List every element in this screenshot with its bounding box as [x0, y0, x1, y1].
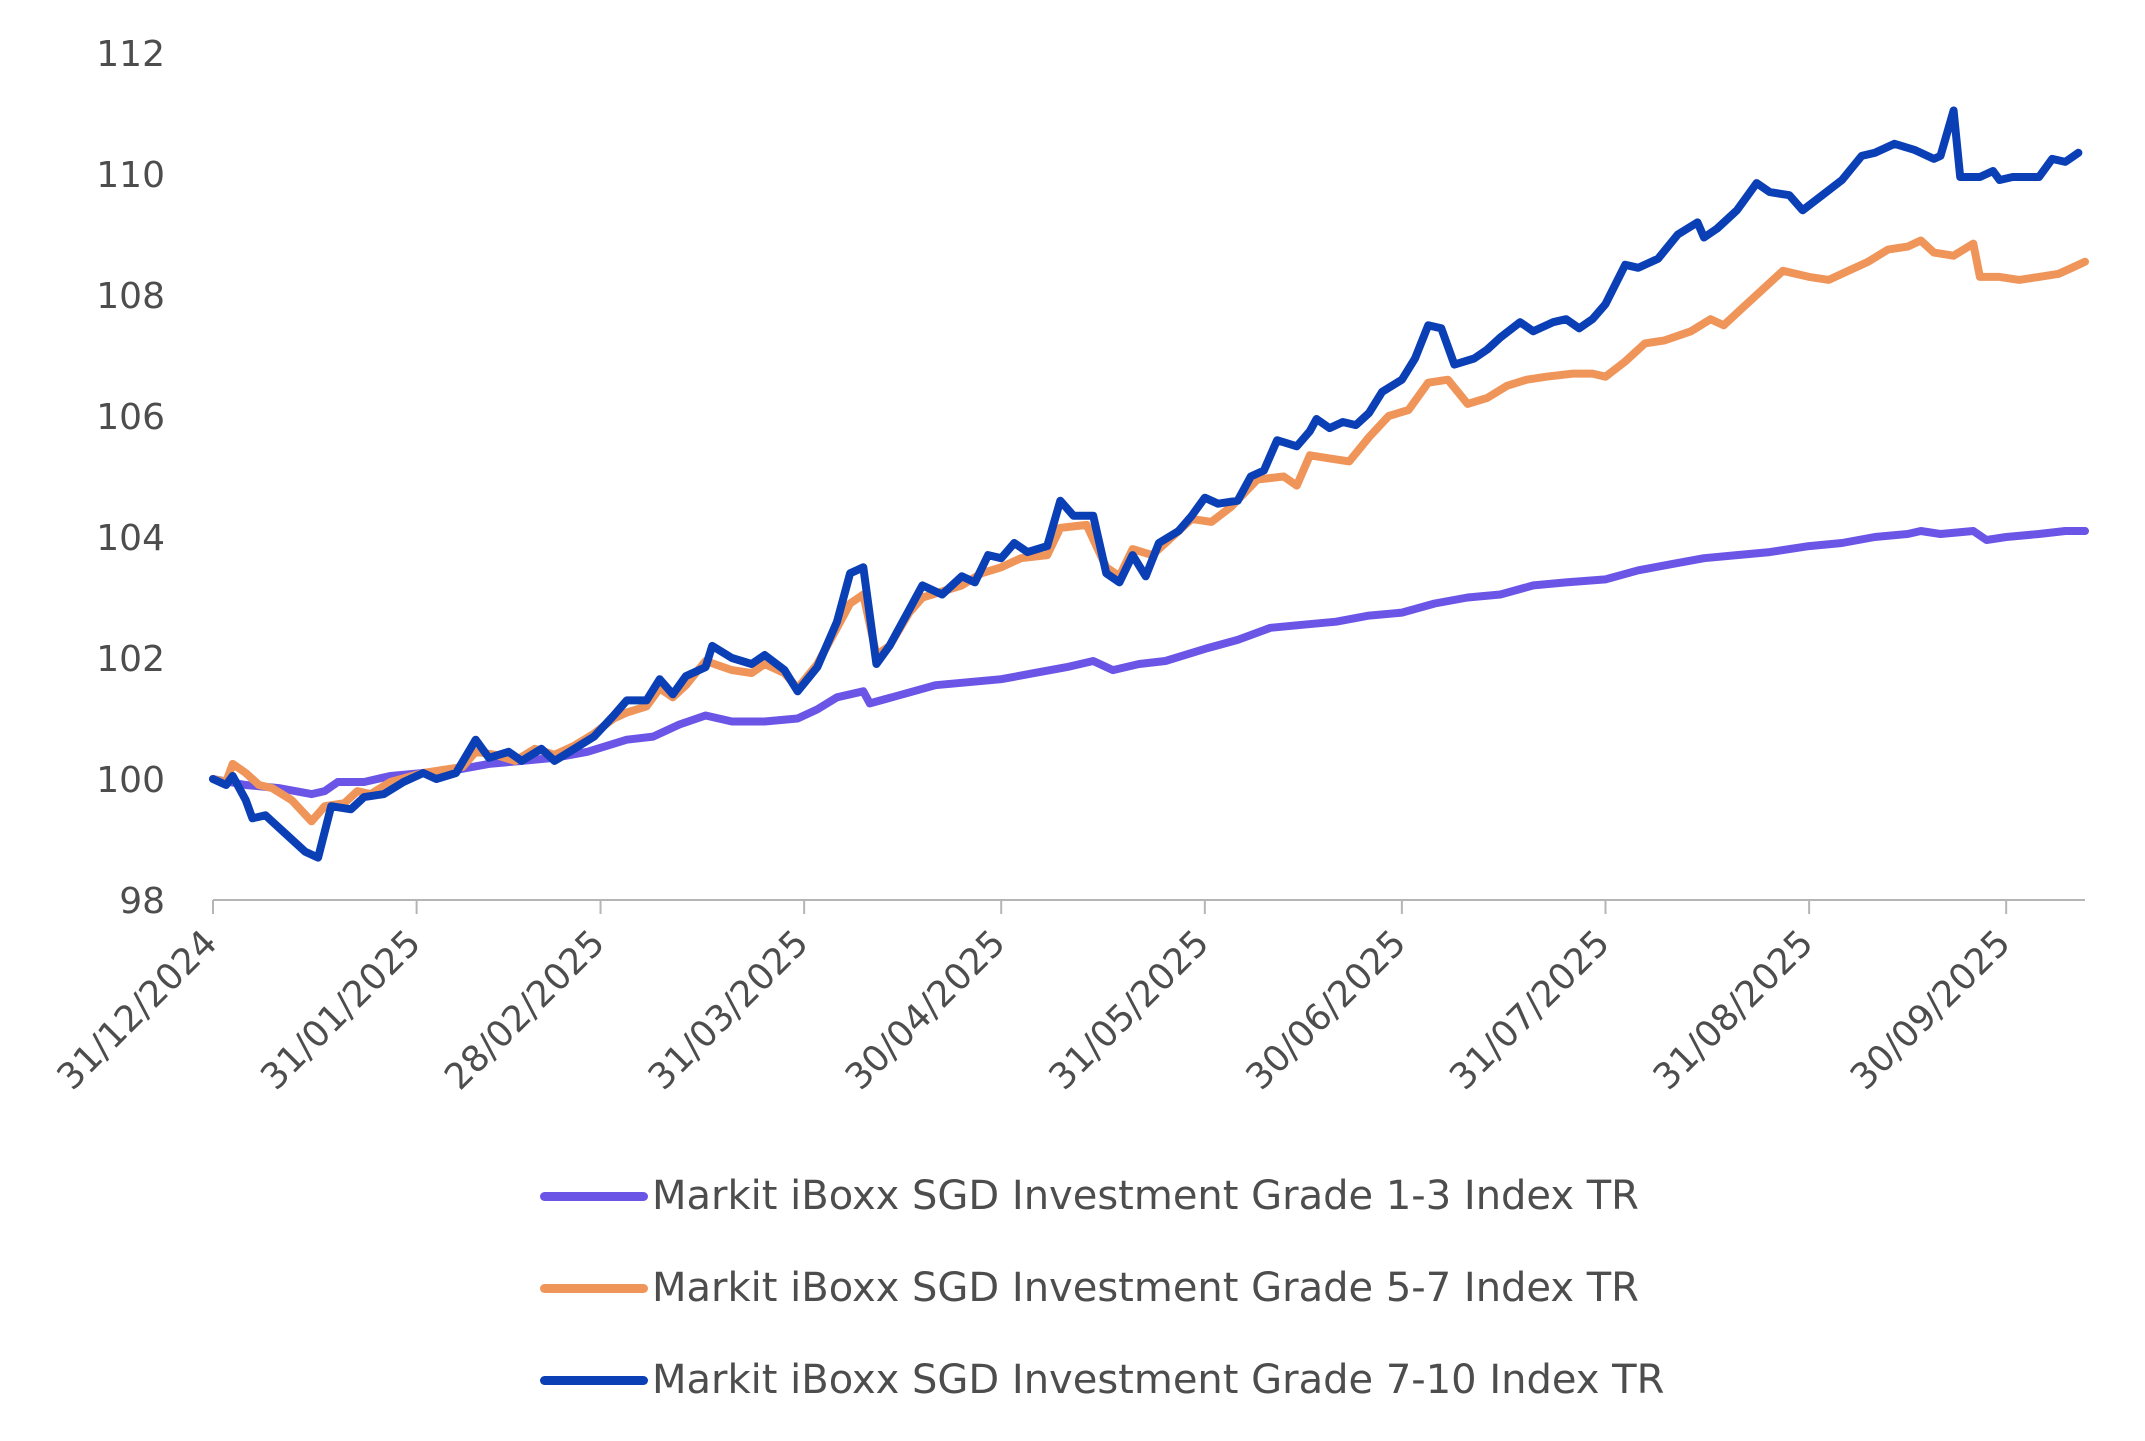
legend-label: Markit iBoxx SGD Investment Grade 7-10 I… — [652, 1357, 1665, 1403]
x-tick-label: 30/06/2025 — [1239, 922, 1415, 1098]
y-tick-label: 110 — [96, 155, 165, 196]
y-tick-label: 100 — [96, 760, 165, 801]
x-tick-label: 28/02/2025 — [437, 922, 613, 1098]
legend-label: Markit iBoxx SGD Investment Grade 1-3 In… — [652, 1173, 1639, 1219]
x-tick-label: 31/01/2025 — [253, 922, 429, 1098]
x-tick-label: 30/09/2025 — [1843, 922, 2019, 1098]
y-tick-label: 106 — [96, 397, 165, 438]
series-line-3 — [209, 106, 2083, 862]
legend-swatch — [540, 1375, 648, 1385]
legend-swatch — [540, 1283, 648, 1293]
x-tick-label: 31/07/2025 — [1442, 922, 1618, 1098]
y-tick-label: 98 — [119, 881, 165, 922]
series-line-2 — [209, 236, 2089, 826]
legend-item: Markit iBoxx SGD Investment Grade 7-10 I… — [540, 1334, 1664, 1426]
legend: Markit iBoxx SGD Investment Grade 1-3 In… — [540, 1150, 1664, 1426]
x-axis: 31/12/2024 31/01/2025 28/02/2025 31/03/2025… — [50, 899, 2085, 1098]
y-tick-label: 102 — [96, 639, 165, 680]
x-tick-label: 30/04/2025 — [838, 922, 1014, 1098]
x-tick-label: 31/12/2024 — [50, 922, 226, 1098]
legend-item: Markit iBoxx SGD Investment Grade 5-7 In… — [540, 1242, 1664, 1334]
y-tick-label: 104 — [96, 518, 165, 559]
y-tick-label: 108 — [96, 276, 165, 317]
x-tick-label: 31/03/2025 — [641, 922, 817, 1098]
y-tick-label: 112 — [96, 34, 165, 75]
y-axis-tick-labels: 98 100 102 104 106 108 110 112 — [96, 34, 165, 922]
legend-label: Markit iBoxx SGD Investment Grade 5-7 In… — [652, 1265, 1639, 1311]
legend-swatch — [540, 1191, 648, 1201]
x-tick-label: 31/08/2025 — [1646, 922, 1822, 1098]
legend-item: Markit iBoxx SGD Investment Grade 1-3 In… — [540, 1150, 1664, 1242]
x-tick-label: 31/05/2025 — [1041, 922, 1217, 1098]
series-layer — [209, 106, 2089, 862]
